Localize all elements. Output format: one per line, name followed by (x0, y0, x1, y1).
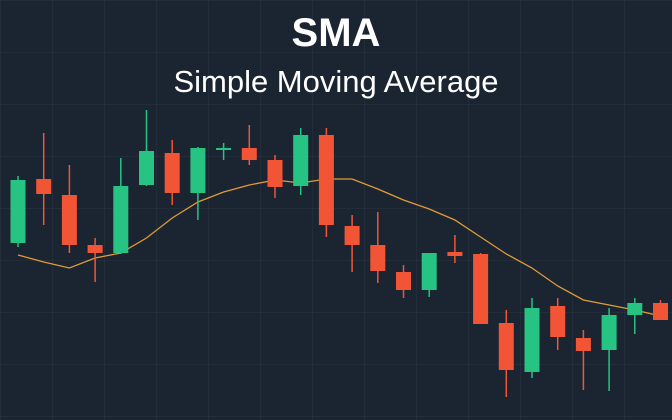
candle (653, 300, 668, 320)
candle (139, 110, 154, 186)
candle (498, 310, 514, 397)
candle-body (87, 245, 103, 253)
candle (267, 155, 283, 198)
candle-body (61, 195, 77, 245)
candle (241, 125, 257, 165)
candle-body (113, 186, 129, 253)
candle (87, 238, 103, 282)
candle (524, 298, 540, 378)
candle (293, 128, 309, 195)
candle-body (653, 303, 668, 320)
candle (164, 140, 180, 205)
candle-body (447, 252, 463, 256)
candle-body (421, 253, 437, 290)
candle (370, 212, 386, 283)
candle-body (344, 226, 360, 245)
candle (550, 298, 566, 350)
candle (421, 253, 437, 297)
candle-body (524, 308, 540, 372)
candle-body (396, 272, 411, 290)
candle (61, 165, 77, 253)
candle-body (267, 160, 283, 187)
candle (601, 308, 617, 391)
candle-body (473, 254, 489, 324)
candle-body (139, 151, 154, 185)
candle (36, 133, 52, 225)
candle-body (370, 245, 386, 271)
candle-body (10, 180, 26, 243)
candle-body (216, 148, 232, 150)
candle (627, 298, 643, 334)
candle-body (550, 306, 566, 337)
candle (190, 147, 206, 220)
candle (216, 143, 232, 160)
candle (473, 253, 489, 324)
candle (318, 128, 334, 237)
candle (447, 235, 463, 263)
candle-body (318, 135, 334, 225)
candle (575, 330, 591, 390)
candle-body (293, 135, 309, 186)
candle-body (627, 303, 643, 315)
candle-body (190, 148, 206, 193)
candle (396, 265, 411, 298)
candle-body (164, 153, 180, 193)
candle-body (36, 179, 52, 194)
chart-subtitle: Simple Moving Average (173, 64, 498, 99)
candle (10, 176, 26, 247)
candle (113, 158, 129, 254)
candle-body (601, 315, 617, 350)
candle-body (575, 338, 591, 351)
candle (344, 215, 360, 272)
candle-body (498, 323, 514, 370)
chart-title: SMA (292, 11, 381, 55)
candle-body (241, 148, 257, 160)
